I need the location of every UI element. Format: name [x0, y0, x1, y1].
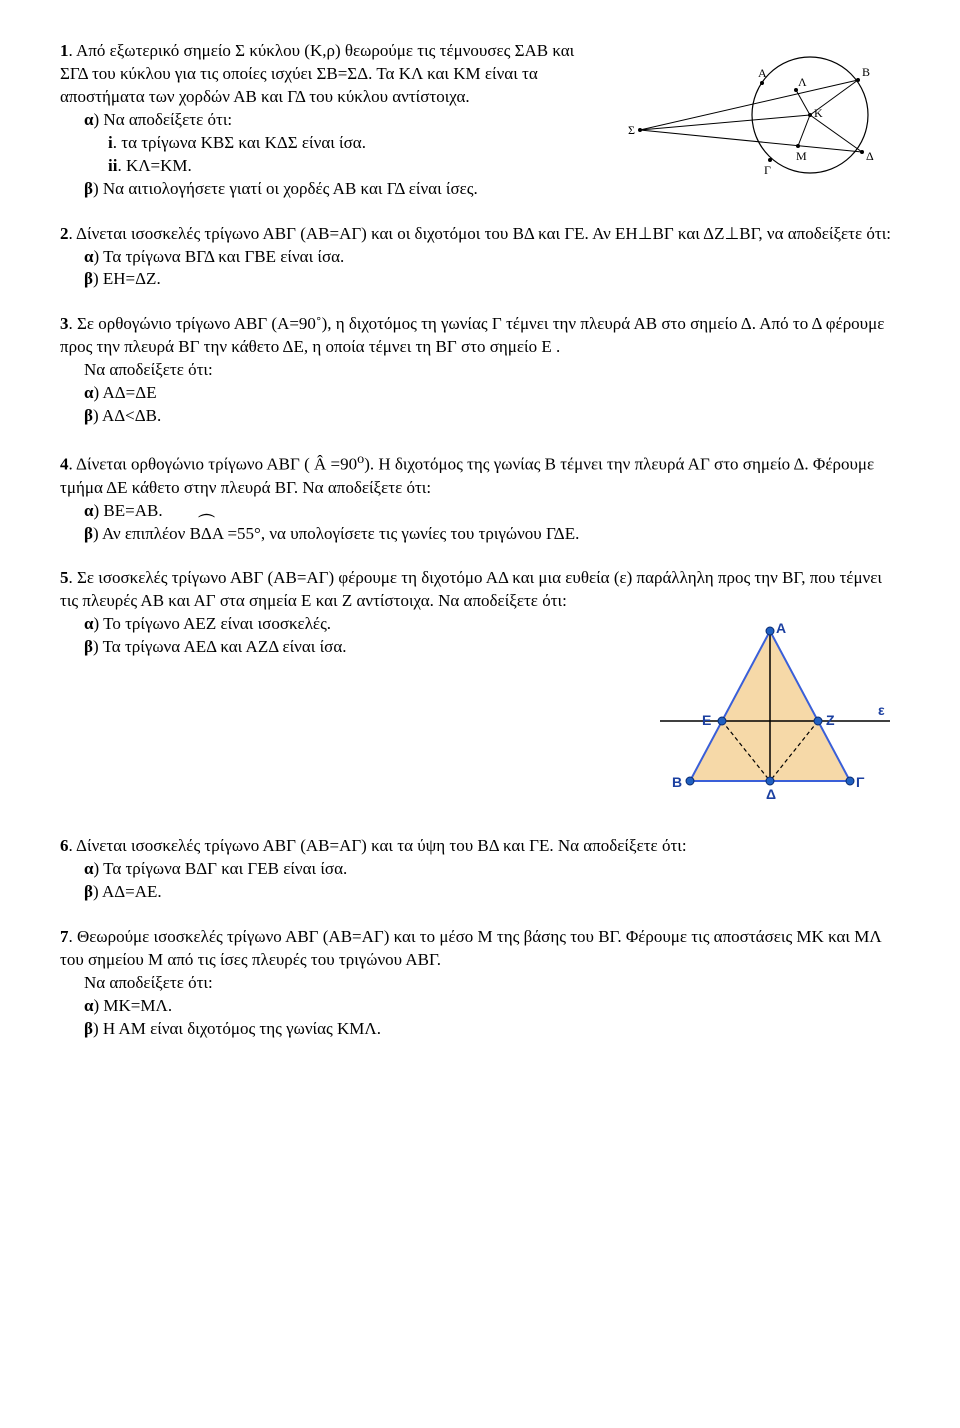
p2-statement: 2. Δίνεται ισοσκελές τρίγωνο ΑΒΓ (ΑΒ=ΑΓ)…	[60, 223, 900, 246]
svg-text:Α: Α	[758, 66, 767, 80]
p6-a-text: ) Τα τρίγωνα ΒΔΓ και ΓΕΒ είναι ίσα.	[94, 859, 348, 878]
p7-b-text: ) Η ΑΜ είναι διχοτόμος της γωνίας ΚΜΛ.	[93, 1019, 381, 1038]
p6-b-text: ) ΑΔ=ΑΕ.	[93, 882, 162, 901]
p3-a: α) ΑΔ=ΔΕ	[60, 382, 900, 405]
p5-b-label: β	[84, 637, 93, 656]
problem-4: 4. Δίνεται ορθογώνιο τρίγωνο ΑΒΓ ( Â =90…	[60, 450, 900, 545]
svg-text:Β: Β	[862, 65, 870, 79]
problem-7: 7. Θεωρούμε ισοσκελές τρίγωνο ΑΒΓ (ΑΒ=ΑΓ…	[60, 926, 900, 1041]
p2-b-text: ) ΕΗ=ΔΖ.	[93, 269, 161, 288]
p1-a-text: ) Να αποδείξετε ότι:	[94, 110, 233, 129]
p4-a-text: ) ΒΕ=ΑΒ.	[94, 501, 163, 520]
p7-num: 7	[60, 927, 69, 946]
p6-body: . Δίνεται ισοσκελές τρίγωνο ΑΒΓ (ΑΒ=ΑΓ) …	[69, 836, 687, 855]
svg-text:Δ: Δ	[766, 786, 776, 802]
p3-a-label: α	[84, 383, 94, 402]
p7-a-label: α	[84, 996, 94, 1015]
p3-a-text: ) ΑΔ=ΔΕ	[94, 383, 157, 402]
p3-num: 3	[60, 314, 69, 333]
p2-a-label: α	[84, 247, 94, 266]
p2-b: β) ΕΗ=ΔΖ.	[60, 268, 900, 291]
p5-b: β) Τα τρίγωνα ΑΕΔ και ΑΖΔ είναι ίσα.	[60, 636, 638, 659]
p7-b: β) Η ΑΜ είναι διχοτόμος της γωνίας ΚΜΛ.	[60, 1018, 900, 1041]
p2-body: . Δίνεται ισοσκελές τρίγωνο ΑΒΓ (ΑΒ=ΑΓ) …	[69, 224, 892, 243]
svg-text:Μ: Μ	[796, 149, 807, 163]
p6-b: β) ΑΔ=ΑΕ.	[60, 881, 900, 904]
p5-a-label: α	[84, 614, 94, 633]
p2-b-label: β	[84, 269, 93, 288]
p4-b: β) Αν επιπλέον ⏜ΒΔΑ =55°, να υπολογίσετε…	[60, 523, 900, 546]
p4-t1: . Δίνεται ορθογώνιο τρίγωνο ΑΒΓ ( Â =90	[69, 455, 358, 474]
svg-text:Γ: Γ	[856, 774, 865, 790]
p1-a: α) Να αποδείξετε ότι:	[60, 109, 588, 132]
p6-a: α) Τα τρίγωνα ΒΔΓ και ΓΕΒ είναι ίσα.	[60, 858, 900, 881]
svg-text:Β: Β	[672, 774, 682, 790]
p1-ii: ii. ΚΛ=ΚΜ.	[60, 155, 588, 178]
p6-b-label: β	[84, 882, 93, 901]
p6-statement: 6. Δίνεται ισοσκελές τρίγωνο ΑΒΓ (ΑΒ=ΑΓ)…	[60, 835, 900, 858]
p7-a: α) ΜΚ=ΜΛ.	[60, 995, 900, 1018]
p3-prove: Να αποδείξετε ότι:	[60, 359, 900, 382]
svg-text:Λ: Λ	[798, 75, 807, 89]
p1-a-label: α	[84, 110, 94, 129]
p7-prove: Να αποδείξετε ότι:	[60, 972, 900, 995]
p1-i-text: . τα τρίγωνα ΚΒΣ και ΚΔΣ είναι ίσα.	[113, 133, 366, 152]
figure-5: Α Β Γ Δ Ε Ζε	[650, 613, 900, 813]
problem-2: 2. Δίνεται ισοσκελές τρίγωνο ΑΒΓ (ΑΒ=ΑΓ)…	[60, 223, 900, 292]
p4-b-t1: ) Αν επιπλέον	[93, 524, 190, 543]
svg-text:Γ: Γ	[764, 163, 771, 177]
p1-statement: 1. Από εξωτερικό σημείο Σ κύκλου (Κ,ρ) θ…	[60, 40, 588, 109]
p5-num: 5	[60, 568, 69, 587]
figure-1: Σ Α Β Γ Δ Κ Λ Μ	[600, 40, 900, 200]
p7-b-label: β	[84, 1019, 93, 1038]
problem-1-text: 1. Από εξωτερικό σημείο Σ κύκλου (Κ,ρ) θ…	[60, 40, 588, 201]
svg-text:Κ: Κ	[814, 106, 823, 120]
svg-text:Ε: Ε	[702, 712, 711, 728]
svg-text:Σ: Σ	[628, 123, 635, 137]
p1-num: 1	[60, 41, 69, 60]
problem-3: 3. Σε ορθογώνιο τρίγωνο ΑΒΓ (Α=90˚), η δ…	[60, 313, 900, 428]
p1-b-text: ) Να αιτιολογήσετε γιατί οι χορδές ΑΒ κα…	[93, 179, 478, 198]
p6-a-label: α	[84, 859, 94, 878]
p3-b-text: ) ΑΔ<ΔΒ.	[93, 406, 161, 425]
p1-body: . Από εξωτερικό σημείο Σ κύκλου (Κ,ρ) θε…	[60, 41, 574, 106]
p4-b-label: β	[84, 524, 93, 543]
p3-statement: 3. Σε ορθογώνιο τρίγωνο ΑΒΓ (Α=90˚), η δ…	[60, 313, 900, 359]
p5-parts: α) Το τρίγωνο ΑΕΖ είναι ισοσκελές. β) Τα…	[60, 613, 638, 659]
p1-b: β) Να αιτιολογήσετε γιατί οι χορδές ΑΒ κ…	[60, 178, 588, 201]
p4-b-t2: =55°, να υπολογίσετε τις γωνίες του τριγ…	[223, 524, 579, 543]
svg-text:Α: Α	[776, 620, 786, 636]
p2-num: 2	[60, 224, 69, 243]
p4-num: 4	[60, 455, 69, 474]
p7-body: . Θεωρούμε ισοσκελές τρίγωνο ΑΒΓ (ΑΒ=ΑΓ)…	[60, 927, 881, 969]
p4-a-label: α	[84, 501, 94, 520]
p1-ii-text: . ΚΛ=ΚΜ.	[117, 156, 191, 175]
p3-b-label: β	[84, 406, 93, 425]
p5-a: α) Το τρίγωνο ΑΕΖ είναι ισοσκελές.	[60, 613, 638, 636]
p1-i: i. τα τρίγωνα ΚΒΣ και ΚΔΣ είναι ίσα.	[60, 132, 588, 155]
svg-text:Δ: Δ	[866, 149, 874, 163]
p5-body: . Σε ισοσκελές τρίγωνο ΑΒΓ (ΑΒ=ΑΓ) φέρου…	[60, 568, 882, 610]
p1-b-label: β	[84, 179, 93, 198]
p5-statement: 5. Σε ισοσκελές τρίγωνο ΑΒΓ (ΑΒ=ΑΓ) φέρο…	[60, 567, 900, 613]
p6-num: 6	[60, 836, 69, 855]
p5-b-text: ) Τα τρίγωνα ΑΕΔ και ΑΖΔ είναι ίσα.	[93, 637, 347, 656]
p2-a: α) Τα τρίγωνα ΒΓΔ και ΓΒΕ είναι ίσα.	[60, 246, 900, 269]
p7-a-text: ) ΜΚ=ΜΛ.	[94, 996, 173, 1015]
p5-a-text: ) Το τρίγωνο ΑΕΖ είναι ισοσκελές.	[94, 614, 332, 633]
problem-6: 6. Δίνεται ισοσκελές τρίγωνο ΑΒΓ (ΑΒ=ΑΓ)…	[60, 835, 900, 904]
p3-b: β) ΑΔ<ΔΒ.	[60, 405, 900, 428]
p4-a: α) ΒΕ=ΑΒ.	[60, 500, 900, 523]
p3-body: . Σε ορθογώνιο τρίγωνο ΑΒΓ (Α=90˚), η δι…	[60, 314, 884, 356]
p7-statement: 7. Θεωρούμε ισοσκελές τρίγωνο ΑΒΓ (ΑΒ=ΑΓ…	[60, 926, 900, 972]
p2-a-text: ) Τα τρίγωνα ΒΓΔ και ΓΒΕ είναι ίσα.	[94, 247, 345, 266]
problem-1: 1. Από εξωτερικό σημείο Σ κύκλου (Κ,ρ) θ…	[60, 40, 900, 201]
svg-text:Ζ: Ζ	[826, 712, 835, 728]
p4-statement: 4. Δίνεται ορθογώνιο τρίγωνο ΑΒΓ ( Â =90…	[60, 450, 900, 500]
svg-text:ε: ε	[878, 702, 885, 718]
problem-5: 5. Σε ισοσκελές τρίγωνο ΑΒΓ (ΑΒ=ΑΓ) φέρο…	[60, 567, 900, 813]
